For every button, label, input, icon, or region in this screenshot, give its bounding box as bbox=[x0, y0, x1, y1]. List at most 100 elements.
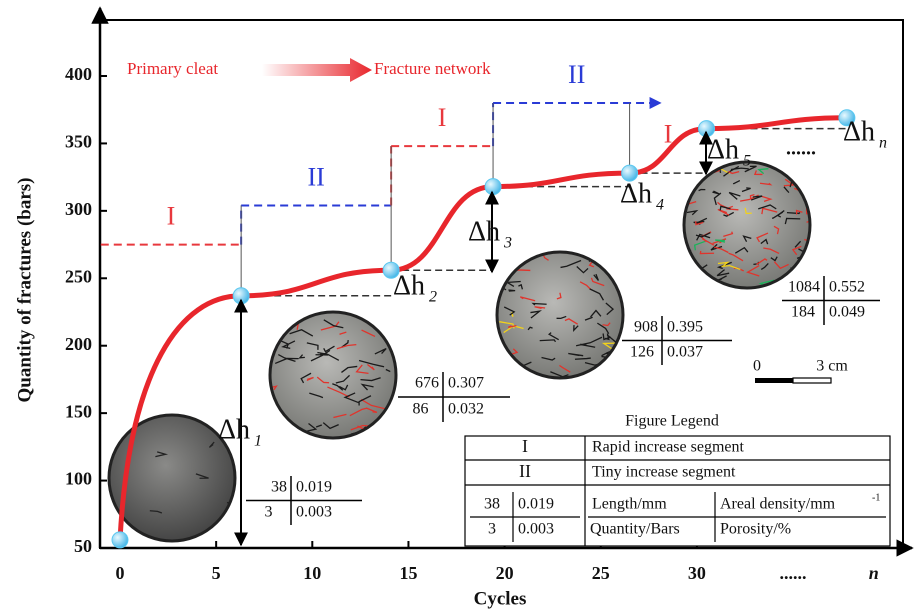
fracture bbox=[692, 161, 703, 169]
fracture bbox=[498, 265, 512, 273]
fracture bbox=[508, 290, 515, 291]
legend-title: Figure Legend bbox=[625, 413, 719, 430]
increment-sub: 3 bbox=[503, 235, 512, 252]
increment-symbol: Δh bbox=[468, 216, 500, 247]
fracture bbox=[799, 260, 808, 263]
x-tick-label: 5 bbox=[212, 563, 221, 583]
sample-porosity: 0.049 bbox=[829, 304, 865, 321]
fracture bbox=[484, 359, 498, 362]
scale-end: 3 cm bbox=[816, 358, 848, 375]
sample-density: 0.019 bbox=[296, 479, 332, 496]
fracture bbox=[380, 312, 397, 320]
marker bbox=[112, 532, 128, 548]
scale-start: 0 bbox=[753, 358, 761, 375]
fracture bbox=[810, 266, 823, 268]
y-tick-label: 150 bbox=[65, 401, 92, 421]
fracture bbox=[811, 253, 818, 262]
legend-symbol: I bbox=[522, 436, 528, 456]
x-tick-label: 0 bbox=[116, 563, 125, 583]
legend-length: 38 bbox=[484, 496, 500, 513]
transition-arrow bbox=[262, 58, 372, 82]
sample-density: 0.552 bbox=[829, 279, 865, 296]
stage-label: I bbox=[438, 103, 447, 132]
stage-label: I bbox=[167, 202, 176, 231]
y-tick-label: 250 bbox=[65, 266, 92, 286]
y-axis-label: Quantity of fractures (bars) bbox=[14, 178, 35, 403]
fracture bbox=[605, 362, 608, 363]
legend-bars: 3 bbox=[488, 521, 496, 538]
legend-key: Quantity/Bars bbox=[590, 521, 680, 538]
legend-key: Length/mm bbox=[592, 496, 667, 513]
increment-sub: 1 bbox=[254, 433, 262, 450]
fracture bbox=[508, 253, 521, 261]
fracture bbox=[810, 186, 832, 192]
fracture bbox=[273, 322, 278, 326]
increment-symbol: Δh bbox=[843, 116, 875, 147]
fracture bbox=[505, 255, 512, 262]
transition-from: Primary cleat bbox=[127, 59, 218, 78]
fracture bbox=[720, 288, 736, 292]
scale-bar bbox=[755, 378, 793, 383]
legend-key: Porosity/% bbox=[720, 521, 791, 538]
legend-text: Rapid increase segment bbox=[592, 439, 745, 456]
x-axis-label: Cycles bbox=[474, 588, 527, 609]
sample-bars: 3 bbox=[265, 504, 273, 521]
fracture bbox=[671, 272, 685, 273]
x-tick-label: ...... bbox=[780, 563, 807, 583]
x-tick-label: 25 bbox=[592, 563, 610, 583]
increment-sub: 2 bbox=[429, 289, 437, 306]
increment-symbol: Δh bbox=[218, 414, 250, 445]
x-tick-label: 30 bbox=[688, 563, 706, 583]
fracture bbox=[678, 174, 686, 180]
ellipsis: ...... bbox=[786, 138, 816, 160]
legend-symbol: II bbox=[519, 461, 531, 481]
fracture bbox=[694, 270, 701, 276]
fracture bbox=[523, 248, 535, 255]
sample-image bbox=[671, 153, 832, 293]
fracture bbox=[263, 434, 274, 439]
x-tick-label: n bbox=[869, 563, 879, 583]
sample-length: 676 bbox=[415, 375, 439, 392]
fracture bbox=[614, 362, 626, 369]
stage-label: II bbox=[307, 162, 324, 191]
fracture bbox=[373, 433, 386, 436]
fracture bbox=[690, 170, 699, 181]
y-tick-label: 400 bbox=[65, 64, 92, 84]
sample-bars: 184 bbox=[791, 304, 815, 321]
sample-bars: 126 bbox=[630, 344, 654, 361]
y-tick-label: 300 bbox=[65, 199, 92, 219]
increment-symbol: Δh bbox=[393, 270, 425, 301]
x-tick-label: 15 bbox=[399, 563, 417, 583]
fracture bbox=[789, 175, 809, 177]
fracture bbox=[678, 166, 684, 171]
fracture bbox=[513, 254, 521, 261]
fracture bbox=[676, 176, 688, 178]
fracture bbox=[393, 412, 395, 414]
page: Quantity of fractures (bars) Cycles 5010… bbox=[0, 0, 915, 614]
sample-density: 0.395 bbox=[667, 319, 703, 336]
y-tick-label: 50 bbox=[74, 536, 92, 556]
fracture bbox=[796, 167, 808, 174]
increment-sub: 5 bbox=[743, 153, 751, 170]
fracture bbox=[604, 252, 611, 259]
fracture bbox=[486, 280, 500, 283]
sample-length: 908 bbox=[634, 319, 658, 336]
fracture bbox=[377, 438, 388, 444]
fracture bbox=[376, 314, 386, 318]
marker bbox=[485, 179, 501, 195]
sample-density: 0.307 bbox=[448, 375, 484, 392]
fracture bbox=[694, 276, 705, 283]
fracture bbox=[254, 326, 268, 330]
sample-porosity: 0.032 bbox=[448, 401, 484, 418]
fracture bbox=[673, 173, 683, 179]
chart: Quantity of fractures (bars) Cycles 5010… bbox=[0, 0, 915, 614]
sample-image bbox=[254, 311, 405, 445]
increment-sub: 4 bbox=[656, 197, 664, 214]
legend-text: Tiny increase segment bbox=[592, 464, 736, 481]
increment-symbol: Δh bbox=[620, 178, 652, 209]
fracture bbox=[381, 424, 385, 429]
y-tick-label: 100 bbox=[65, 469, 92, 489]
fracture bbox=[101, 529, 107, 533]
fracture bbox=[671, 255, 686, 257]
sample-length: 1084 bbox=[788, 279, 820, 296]
